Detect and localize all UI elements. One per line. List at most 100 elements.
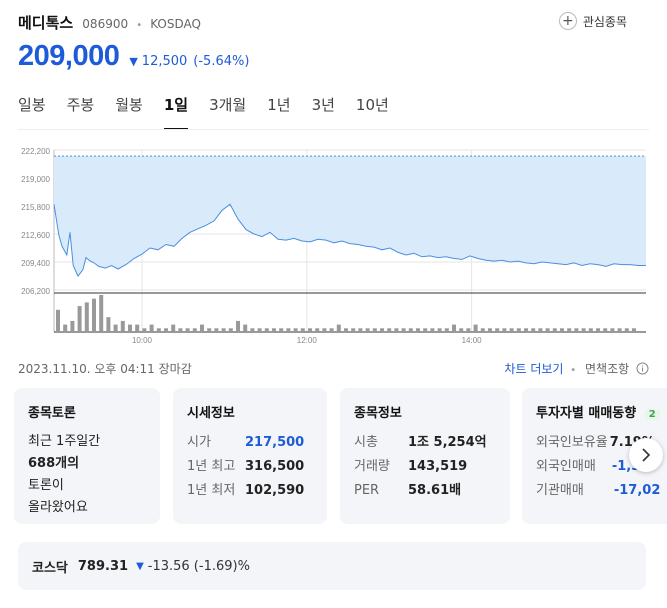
x-tick-label: 12:00 <box>297 336 318 345</box>
info-icon[interactable] <box>636 362 649 375</box>
volume-bar <box>452 324 456 332</box>
volume-bar <box>56 309 60 332</box>
volume-bar <box>380 328 384 332</box>
volume-bar <box>192 328 197 332</box>
volume-bar <box>632 328 636 332</box>
volume-bar <box>524 328 528 332</box>
volume-bar <box>178 328 183 332</box>
y-tick-label: 222,200 <box>21 147 50 156</box>
y-tick-label: 212,600 <box>21 231 50 240</box>
card-title: 종목정보 <box>354 406 402 421</box>
info-value: 58.61배 <box>408 483 462 498</box>
period-tabs: 일봉 주봉 월봉 1일 3개월 1년 3년 10년 <box>18 94 410 130</box>
stock-name: 메디톡스 <box>18 14 74 32</box>
price-change: 12,500 <box>141 54 188 69</box>
market-timestamp: 2023.11.10. 오후 04:11 장마감 <box>18 362 192 376</box>
tab-1year[interactable]: 1년 <box>267 96 291 114</box>
market-info-card[interactable]: 시세정보 시가 217,500 1년 최고 316,500 1년 최저 102,… <box>173 388 327 524</box>
info-key: PER <box>354 483 380 498</box>
volume-bar <box>516 328 521 332</box>
discussion-text: 올라왔어요 <box>28 500 88 515</box>
volume-bar <box>416 328 420 332</box>
y-tick-label: 215,800 <box>21 203 50 212</box>
volume-bar <box>358 328 363 332</box>
chevron-right-icon <box>642 448 651 462</box>
volume-bar <box>401 328 406 332</box>
chart-more-link[interactable]: 차트 더보기 <box>504 362 564 376</box>
volume-bar <box>351 328 356 332</box>
volume-bar <box>257 328 262 332</box>
x-tick-label: 10:00 <box>132 336 153 345</box>
volume-bar <box>70 320 75 332</box>
separator-dot: • <box>136 20 143 31</box>
info-key: 외국인보유율 <box>536 435 608 450</box>
disclaimer-link[interactable]: 면책조항 <box>585 362 630 376</box>
add-watchlist-button[interactable]: + 관심종목 <box>558 12 627 30</box>
volume-bar <box>243 324 248 332</box>
next-card-button[interactable] <box>629 438 663 472</box>
volume-bar <box>430 328 435 332</box>
tab-monthly[interactable]: 월봉 <box>115 96 143 114</box>
volume-bar <box>308 328 312 332</box>
volume-bar <box>329 328 334 332</box>
stock-code: 086900 <box>82 17 129 31</box>
stock-info-card[interactable]: 종목정보 시총 1조 5,254억 거래량 143,519 PER 58.61배 <box>340 388 510 524</box>
volume-bar <box>495 328 500 332</box>
discussion-card[interactable]: 종목토론 최근 1주일간 688개의 토론이 올라왔어요 <box>14 388 160 524</box>
volume-bar <box>423 328 428 332</box>
volume-bar <box>509 328 514 332</box>
volume-bar <box>135 324 140 332</box>
volume-bar <box>149 324 154 332</box>
volume-bar <box>480 328 485 332</box>
status-row: 2023.11.10. 오후 04:11 장마감 차트 더보기 • 면책조항 <box>18 360 649 378</box>
volume-bar <box>228 328 233 332</box>
price-area-fill <box>54 156 646 276</box>
card-title: 투자자별 매매동향 2 <box>536 402 667 421</box>
volume-bar <box>185 328 190 332</box>
volume-bar <box>279 328 284 332</box>
tab-3month[interactable]: 3개월 <box>209 96 247 114</box>
info-value: 143,519 <box>408 459 468 474</box>
tab-daily[interactable]: 일봉 <box>18 96 46 114</box>
info-value: 316,500 <box>245 459 305 474</box>
volume-bar <box>473 324 478 332</box>
info-value: 217,500 <box>245 435 305 450</box>
volume-bar <box>581 328 586 332</box>
investor-badge: 2 <box>644 409 660 420</box>
volume-bar <box>408 328 413 332</box>
y-tick-label: 206,200 <box>21 287 50 296</box>
volume-bar <box>610 328 615 332</box>
volume-bar <box>336 324 341 332</box>
volume-bar <box>142 328 147 332</box>
current-price: 209,000 <box>18 40 120 72</box>
tab-10year[interactable]: 10년 <box>355 96 389 114</box>
info-value: -17,02 <box>613 483 661 498</box>
volume-bar <box>538 328 543 332</box>
tab-1day[interactable]: 1일 <box>163 94 189 130</box>
info-row: PER 58.61배 <box>354 479 496 503</box>
index-name: 코스닥 <box>32 560 68 576</box>
tab-weekly[interactable]: 주봉 <box>66 96 95 114</box>
volume-bar <box>387 328 392 332</box>
volume-bar <box>552 328 557 332</box>
tab-3year[interactable]: 3년 <box>311 96 335 114</box>
y-tick-label: 219,000 <box>21 175 50 184</box>
price-row: 209,000 ▼ 12,500 (-5.64%) <box>18 40 249 76</box>
volume-bar <box>207 328 212 332</box>
volume-bar <box>99 295 104 332</box>
volume-bar <box>574 328 579 332</box>
volume-bar <box>567 328 572 332</box>
info-row: 기관매매 -17,02 <box>536 479 667 503</box>
info-key: 기관매매 <box>536 483 584 498</box>
info-cards: 종목토론 최근 1주일간 688개의 토론이 올라왔어요 시세정보 시가 217… <box>14 388 667 524</box>
tab-divider <box>18 129 649 130</box>
separator-dot: • <box>570 365 577 376</box>
volume-bar <box>106 317 111 332</box>
down-triangle-icon: ▼ <box>136 560 144 572</box>
volume-bar <box>603 328 608 332</box>
volume-bar <box>236 320 240 332</box>
investor-title: 투자자별 매매동향 <box>536 406 637 421</box>
kosdaq-index-bar[interactable]: 코스닥 789.31 ▼ -13.56 (-1.69)% <box>18 542 646 590</box>
intraday-chart[interactable]: 222,200 219,000 215,800 212,600 209,400 206,2… <box>0 140 667 350</box>
volume-bar <box>214 328 219 332</box>
